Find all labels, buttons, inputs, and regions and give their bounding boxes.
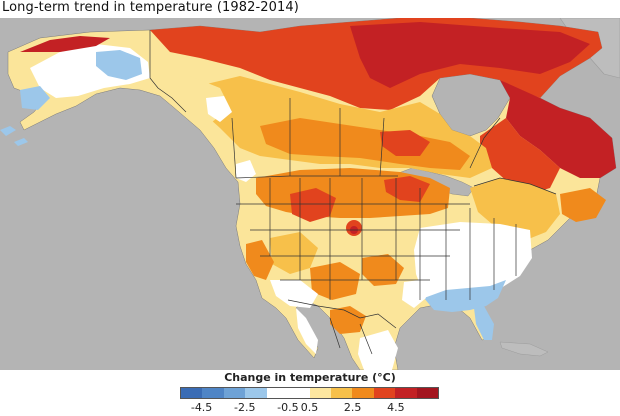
- central-canada-deep-orange: [260, 118, 470, 170]
- wyoming-red: [290, 188, 336, 222]
- legend-tick-label: -2.5: [234, 401, 256, 414]
- cuba: [499, 341, 549, 357]
- bc-white: [236, 160, 256, 182]
- legend-color-bar: [180, 387, 439, 399]
- legend-swatch: [266, 388, 289, 398]
- alaska-blue-area: [96, 50, 142, 80]
- quebec-red-fringe: [480, 118, 560, 194]
- florida: [474, 306, 494, 340]
- legend-swatch: [373, 388, 396, 398]
- legend-tick-label: 2.5: [343, 401, 362, 414]
- legend-swatch: [202, 388, 224, 398]
- legend-tick-label: -4.5: [190, 401, 213, 414]
- plains-white: [270, 280, 318, 308]
- legend-swatch: [309, 388, 331, 398]
- arizona-orange: [310, 262, 360, 300]
- alaska-blue-area-2: [20, 86, 50, 110]
- map-canvas: [0, 18, 620, 370]
- southeast-blue: [424, 280, 506, 312]
- legend-title: Change in temperature (°C): [224, 371, 396, 384]
- legend-tick-label: 0.5: [300, 401, 319, 414]
- baja-white: [296, 308, 318, 354]
- legend-tick-label: 4.5: [387, 401, 405, 414]
- legend-tick-labels: -4.5 -2.5 -0.5 0.5 2.5 4.5: [0, 401, 620, 415]
- quebec-warming: [500, 80, 616, 178]
- southwest-orange: [270, 232, 318, 274]
- temperature-trend-map: [0, 18, 620, 370]
- texas-orange: [362, 254, 404, 286]
- mexico-orange: [330, 306, 366, 334]
- northeast-orange: [470, 178, 560, 240]
- legend-swatch: [223, 388, 246, 398]
- mexico-white: [358, 330, 398, 370]
- aleutian-islands: [0, 126, 28, 146]
- legend-swatch: [395, 388, 417, 398]
- legend-swatch: [352, 388, 374, 398]
- legend-swatch: [416, 388, 439, 398]
- legend-swatch: [330, 388, 353, 398]
- legend-tick-label: -0.5: [277, 401, 299, 414]
- color-legend: Change in temperature (°C) -4.5 -2.5 -0.5 0…: [0, 370, 620, 416]
- manitoba-red: [380, 130, 430, 156]
- west-arctic-red: [20, 36, 110, 52]
- legend-swatch: [245, 388, 267, 398]
- map-title: Long-term trend in temperature (1982-201…: [2, 0, 299, 15]
- dakota-red: [384, 176, 430, 202]
- political-borders: [149, 30, 557, 355]
- arctic-dark-red: [350, 22, 590, 88]
- california-orange: [246, 240, 274, 280]
- yukon-white: [206, 96, 232, 122]
- legend-swatch: [288, 388, 310, 398]
- legend-swatch: [181, 388, 203, 398]
- maritimes-red: [560, 188, 606, 222]
